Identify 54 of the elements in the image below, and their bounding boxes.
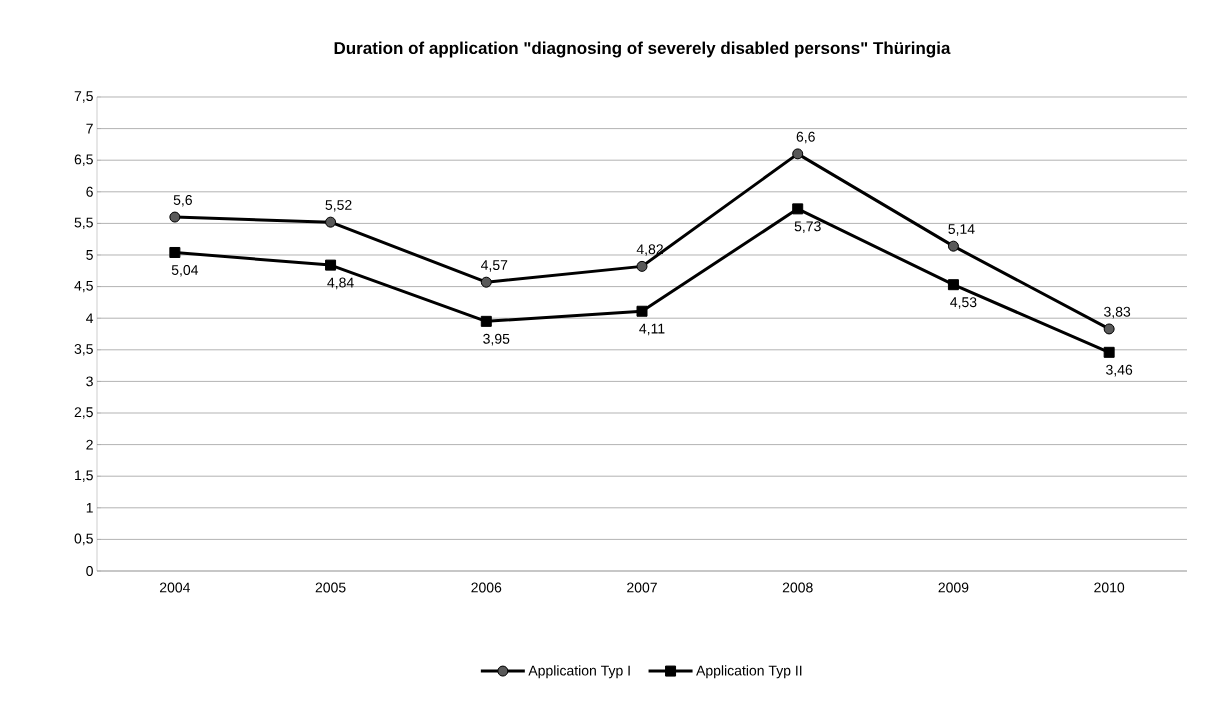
y-tick-label: 7 — [86, 123, 93, 134]
y-tick-label: 2,5 — [74, 407, 93, 419]
data-label: 5,73 — [794, 221, 821, 233]
point — [169, 246, 181, 258]
point — [169, 211, 181, 223]
point — [480, 276, 492, 288]
y-tick-label: 0,5 — [74, 533, 93, 546]
x-tick-label: 2009 — [938, 582, 969, 593]
data-label: 6,6 — [796, 131, 815, 144]
x-tick-label: 2005 — [315, 582, 346, 593]
y-tick-label: 6,5 — [74, 154, 93, 166]
point — [947, 279, 959, 291]
point — [636, 260, 648, 272]
point — [325, 216, 337, 228]
data-label: 5,6 — [173, 194, 192, 207]
point — [947, 240, 959, 252]
point — [1103, 346, 1115, 358]
x-tick-label: 2006 — [471, 582, 502, 593]
data-label: 3,83 — [1104, 306, 1131, 319]
chart-title: Duration of application "diagnosing of severely disabled persons" Thüringia — [334, 41, 951, 58]
y-tick-label: 5 — [86, 250, 93, 260]
point — [1103, 323, 1115, 335]
y-tick-label: 1,5 — [75, 470, 93, 482]
y-tick-label: 0 — [86, 566, 93, 576]
data-label: 4,11 — [639, 323, 665, 336]
x-tick-label: 2010 — [1094, 582, 1125, 593]
y-tick-label: 5,5 — [74, 217, 93, 230]
data-label: 3,95 — [483, 333, 510, 346]
data-label: 4,57 — [480, 260, 508, 272]
data-label: 5,52 — [325, 200, 352, 212]
data-label: 4,82 — [636, 244, 663, 256]
y-tick-label: 2 — [86, 439, 93, 450]
point — [480, 315, 492, 327]
data-label: 5,14 — [948, 224, 975, 236]
y-tick-label: 4,5 — [74, 280, 93, 293]
point — [792, 203, 804, 215]
point — [792, 148, 804, 160]
point — [636, 305, 648, 317]
data-label: 4,53 — [950, 297, 977, 309]
legend-label: Application Typ II — [696, 665, 802, 679]
y-tick-label: 3,5 — [74, 344, 93, 356]
y-tick-label: 7,5 — [74, 91, 93, 103]
x-tick-label: 2008 — [782, 582, 813, 593]
legend-label: Application Typ I — [528, 665, 630, 679]
data-label: 5,04 — [171, 264, 199, 277]
y-tick-label: 3 — [86, 376, 93, 387]
data-label: 3,46 — [1106, 364, 1133, 377]
y-tick-label: 1 — [86, 502, 93, 513]
y-tick-label: 6 — [86, 186, 93, 197]
data-label: 4,84 — [327, 277, 354, 290]
point — [325, 259, 337, 271]
y-tick-label: 4 — [86, 313, 94, 324]
x-tick-label: 2004 — [159, 582, 191, 593]
x-tick-label: 2007 — [627, 582, 657, 593]
